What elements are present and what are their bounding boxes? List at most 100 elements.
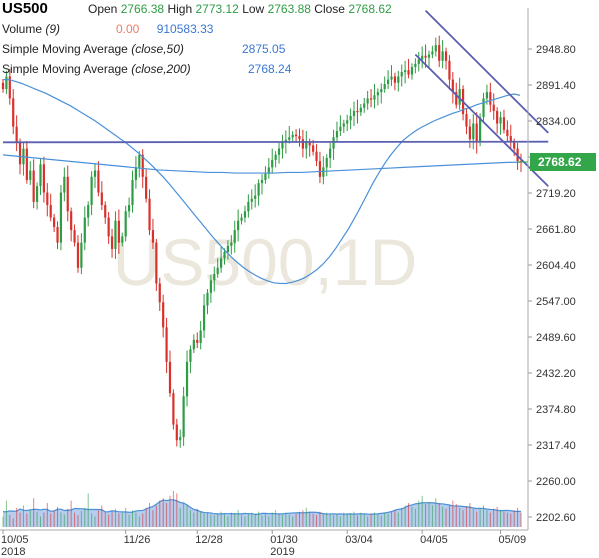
y-tick-label: 2260.00 xyxy=(536,476,576,488)
candle-body xyxy=(49,205,52,218)
candle-body xyxy=(70,211,73,231)
candle-body xyxy=(451,79,454,93)
y-tick-label: 2604.40 xyxy=(536,260,576,272)
candle-body xyxy=(240,217,243,221)
candle-body xyxy=(485,92,489,99)
candle-body xyxy=(308,142,311,146)
candle-body xyxy=(383,83,386,90)
volume-legend[interactable]: Volume (9) xyxy=(2,22,60,36)
candle-body xyxy=(257,183,260,196)
candle-body xyxy=(121,236,124,243)
x-tick-label: 05/09 xyxy=(499,534,527,546)
candle-body xyxy=(267,167,270,174)
sma50-line xyxy=(3,79,521,285)
candle-body xyxy=(431,51,434,55)
candle-body xyxy=(260,179,264,184)
candle-body xyxy=(352,110,356,116)
candle-body xyxy=(499,117,502,124)
candle-body xyxy=(427,54,431,58)
candle-body xyxy=(376,92,379,96)
sma50-legend[interactable]: Simple Moving Average (close,50) xyxy=(2,42,184,56)
last-price-tag: 2768.62 xyxy=(518,153,596,172)
candle-body xyxy=(66,176,69,212)
candle-body xyxy=(434,45,437,52)
sma200-value: 2768.24 xyxy=(248,62,292,76)
candle-body xyxy=(206,292,209,306)
low-label: Low xyxy=(242,2,265,16)
x-tick-label: 01/30 xyxy=(270,534,298,546)
candle-body xyxy=(226,245,230,253)
candle-body xyxy=(189,349,192,362)
candle-body xyxy=(97,170,100,193)
candle-body xyxy=(254,195,257,199)
sma200-legend[interactable]: Simple Moving Average (close,200) xyxy=(2,62,191,76)
volume-label: Volume xyxy=(2,22,43,36)
x-tick-label: 04/05 xyxy=(420,534,448,546)
candle-body xyxy=(407,70,410,75)
candle-body xyxy=(145,176,148,199)
candle-body xyxy=(404,70,407,73)
candle-body xyxy=(104,205,107,218)
candle-body xyxy=(124,211,127,237)
candle-body xyxy=(496,110,499,124)
candles xyxy=(1,35,523,448)
candle-body xyxy=(329,148,332,159)
candle-body xyxy=(117,220,120,243)
candle-body xyxy=(281,142,284,149)
candle-body xyxy=(312,145,315,152)
x-tick-year: 2018 xyxy=(1,546,25,558)
y-tick-label: 2891.40 xyxy=(536,80,576,92)
candle-body xyxy=(438,45,441,61)
y-tick-label: 2374.80 xyxy=(536,404,576,416)
candle-body xyxy=(315,151,318,162)
candle-body xyxy=(448,60,451,80)
candle-body xyxy=(107,217,110,237)
volume-param: (9) xyxy=(45,22,61,36)
y-tick-label: 2489.60 xyxy=(536,332,576,344)
candle-body xyxy=(506,129,509,137)
x-tick-label: 12/28 xyxy=(195,534,223,546)
candle-body xyxy=(110,236,114,249)
y-tick-label: 2948.80 xyxy=(536,44,576,56)
candle-body xyxy=(509,136,512,143)
candle-body xyxy=(247,201,250,212)
y-tick-label: 2547.00 xyxy=(536,296,576,308)
x-tick-year: 2019 xyxy=(270,546,294,558)
candle-body xyxy=(502,117,506,130)
candle-body xyxy=(465,114,468,127)
x-tick-label: 11/26 xyxy=(124,534,151,546)
candle-body xyxy=(414,63,417,68)
candle-body xyxy=(369,98,373,100)
candle-body xyxy=(12,98,15,127)
candle-body xyxy=(492,104,495,111)
candle-body xyxy=(298,136,301,140)
candle-body xyxy=(165,327,168,362)
y-tick-label: 2317.40 xyxy=(536,440,576,452)
candle-body xyxy=(489,92,492,105)
candle-body xyxy=(32,170,35,202)
candle-body xyxy=(342,123,345,127)
candle-body xyxy=(25,148,28,180)
candle-body xyxy=(46,192,49,206)
high-label: High xyxy=(167,2,193,16)
candle-body xyxy=(192,339,195,350)
candle-body xyxy=(223,252,226,259)
candle-body xyxy=(18,142,22,165)
volume-change: 0.00 xyxy=(116,22,140,36)
candle-body xyxy=(243,211,247,218)
candle-body xyxy=(42,164,45,193)
candle-body xyxy=(100,192,103,206)
candle-body xyxy=(162,302,165,328)
y-tick-label: 2719.20 xyxy=(536,188,576,200)
sma200-param: (close,200) xyxy=(131,62,191,76)
symbol-label[interactable]: US500 xyxy=(2,0,48,17)
candle-body xyxy=(138,154,141,168)
last-price-box xyxy=(530,153,596,172)
candle-body xyxy=(421,55,424,60)
candle-body xyxy=(182,396,185,438)
trendline-channel-lower xyxy=(414,53,549,187)
sma50-value: 2875.05 xyxy=(242,42,286,56)
candle-body xyxy=(127,205,131,212)
